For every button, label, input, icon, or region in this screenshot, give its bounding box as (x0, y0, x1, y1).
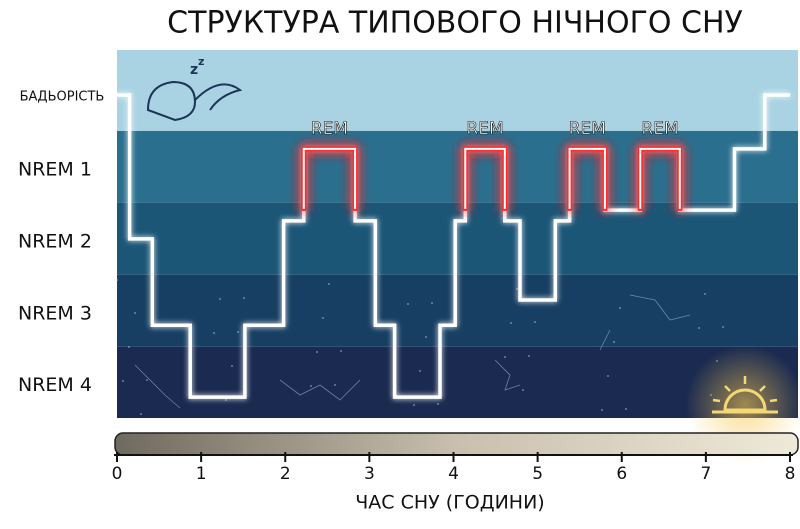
rem-label: REM (311, 119, 348, 139)
star (134, 312, 136, 314)
rem-label: REM (569, 119, 606, 139)
star (625, 408, 627, 410)
star (237, 331, 239, 333)
chart-title: СТРУКТУРА ТИПОВОГО НІЧНОГО СНУ (167, 6, 743, 41)
x-tick-label: 1 (196, 464, 207, 484)
x-tick-label: 8 (785, 464, 796, 484)
star (231, 365, 233, 367)
star (310, 385, 312, 387)
rem-core (568, 147, 606, 209)
star (128, 346, 130, 348)
x-axis-label: ЧАС СНУ (ГОДИНИ) (355, 492, 544, 514)
star (534, 321, 536, 323)
star (504, 356, 506, 358)
stage-band (117, 346, 798, 418)
star (607, 375, 609, 377)
stage-band (117, 274, 798, 347)
y-tick-label: NREM 4 (18, 374, 92, 396)
y-tick-label: NREM 3 (18, 302, 92, 324)
star (722, 326, 724, 328)
star (340, 350, 342, 352)
x-tick-label: 5 (532, 464, 543, 484)
stage-band (117, 50, 798, 131)
stage-bands (116, 50, 798, 418)
stage-band (117, 130, 798, 203)
y-tick-label: NREM 2 (18, 230, 92, 252)
y-tick-label: БАДЬОРІСТЬ (20, 89, 105, 104)
star (413, 404, 415, 406)
star (510, 322, 512, 324)
x-tick-label: 2 (280, 464, 291, 484)
y-tick-label: NREM 1 (18, 158, 92, 180)
star (316, 351, 318, 353)
star (613, 341, 615, 343)
star (516, 288, 518, 290)
star (243, 297, 245, 299)
x-tick-label: 7 (700, 464, 711, 484)
zzz-icon: z (198, 55, 204, 68)
x-tick-label: 4 (448, 464, 459, 484)
star (122, 380, 124, 382)
star (522, 389, 524, 391)
star (225, 399, 227, 401)
star (619, 307, 621, 309)
rem-core (464, 147, 506, 209)
star (601, 409, 603, 411)
rem-label: REM (466, 119, 503, 139)
stage-band (117, 202, 798, 275)
star (431, 302, 433, 304)
star (334, 384, 336, 386)
zzz-icon: z (190, 62, 198, 78)
rem-label: REM (641, 119, 678, 139)
x-tick-label: 0 (112, 464, 123, 484)
x-tick-label: 3 (364, 464, 375, 484)
star (704, 293, 706, 295)
rem-core (639, 147, 681, 209)
star (322, 317, 324, 319)
star (146, 379, 148, 381)
x-tick-label: 6 (616, 464, 627, 484)
star (219, 298, 221, 300)
star (698, 327, 700, 329)
star (419, 370, 421, 372)
star (528, 355, 530, 357)
rem-core (302, 147, 357, 209)
star (140, 413, 142, 415)
star (407, 303, 409, 305)
star (437, 403, 439, 405)
star (213, 332, 215, 334)
time-bar (114, 432, 799, 456)
star (116, 279, 118, 281)
star (425, 336, 427, 338)
star (328, 283, 330, 285)
